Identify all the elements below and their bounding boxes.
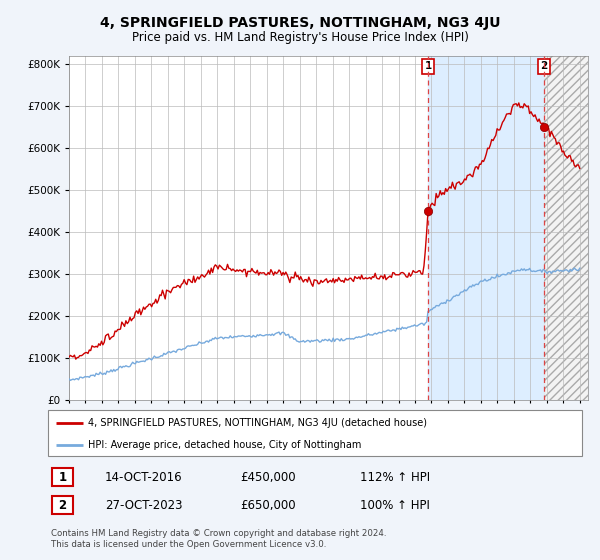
- Text: 1: 1: [424, 61, 431, 71]
- Text: HPI: Average price, detached house, City of Nottingham: HPI: Average price, detached house, City…: [88, 440, 361, 450]
- FancyBboxPatch shape: [52, 468, 73, 486]
- Text: 27-OCT-2023: 27-OCT-2023: [105, 498, 182, 512]
- Text: 4, SPRINGFIELD PASTURES, NOTTINGHAM, NG3 4JU (detached house): 4, SPRINGFIELD PASTURES, NOTTINGHAM, NG3…: [88, 418, 427, 428]
- Text: 14-OCT-2016: 14-OCT-2016: [105, 470, 182, 484]
- FancyBboxPatch shape: [48, 410, 582, 456]
- Text: £650,000: £650,000: [240, 498, 296, 512]
- Text: £450,000: £450,000: [240, 470, 296, 484]
- Text: 100% ↑ HPI: 100% ↑ HPI: [360, 498, 430, 512]
- Text: 4, SPRINGFIELD PASTURES, NOTTINGHAM, NG3 4JU: 4, SPRINGFIELD PASTURES, NOTTINGHAM, NG3…: [100, 16, 500, 30]
- Text: 1: 1: [58, 470, 67, 484]
- Bar: [544, 56, 588, 400]
- Bar: [428, 56, 544, 400]
- FancyBboxPatch shape: [52, 496, 73, 514]
- Bar: [544, 56, 588, 400]
- Text: 2: 2: [541, 61, 548, 71]
- Text: Contains HM Land Registry data © Crown copyright and database right 2024.
This d: Contains HM Land Registry data © Crown c…: [51, 529, 386, 549]
- Text: 2: 2: [58, 498, 67, 512]
- Text: 112% ↑ HPI: 112% ↑ HPI: [360, 470, 430, 484]
- Text: Price paid vs. HM Land Registry's House Price Index (HPI): Price paid vs. HM Land Registry's House …: [131, 31, 469, 44]
